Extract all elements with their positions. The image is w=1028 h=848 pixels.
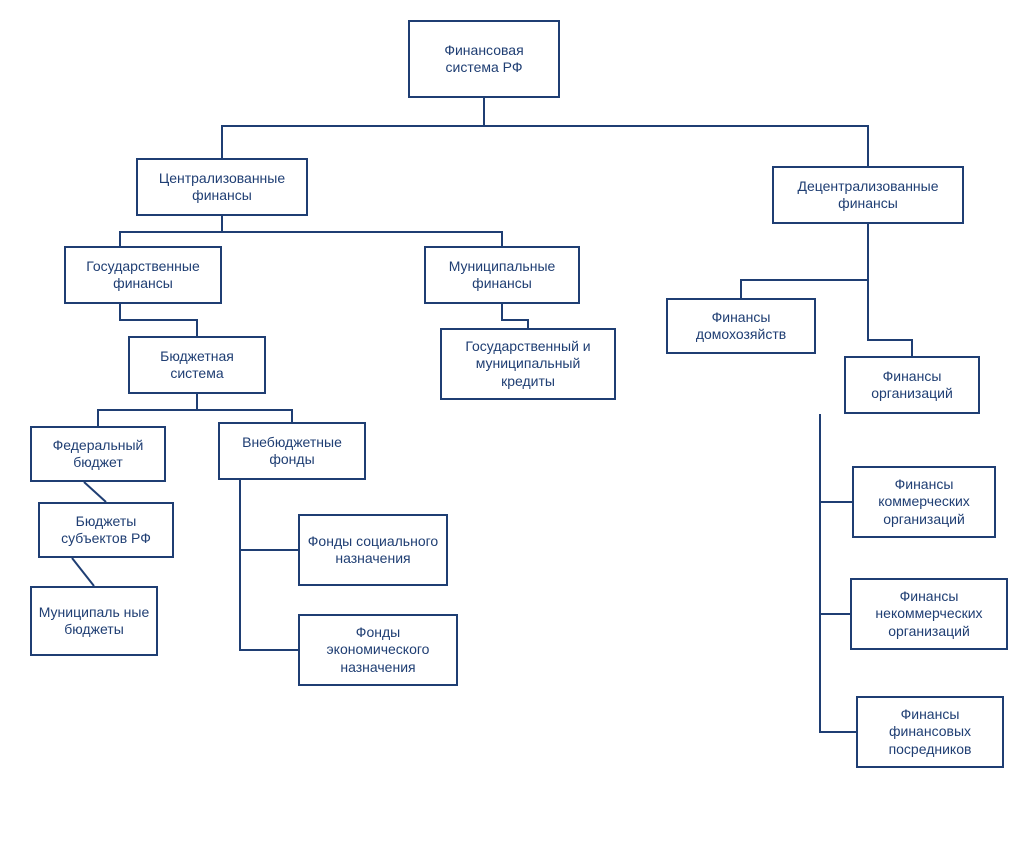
node-noncomm_org: Финансы некоммерческих организаций <box>850 578 1008 650</box>
edge <box>820 414 852 502</box>
edge <box>222 216 502 246</box>
node-fed_budget: Федеральный бюджет <box>30 426 166 482</box>
edge <box>820 414 856 732</box>
node-social_funds: Фонды социального назначения <box>298 514 448 586</box>
node-econ_funds: Фонды экономического назначения <box>298 614 458 686</box>
node-household_fin: Финансы домохозяйств <box>666 298 816 354</box>
diagram-canvas: Финансовая система РФ Централизованные фи… <box>0 0 1028 848</box>
edge <box>120 216 222 246</box>
edge <box>240 480 298 550</box>
node-central: Централизованные финансы <box>136 158 308 216</box>
edge <box>197 394 292 422</box>
edge <box>820 414 850 614</box>
node-muni_fin: Муниципальные финансы <box>424 246 580 304</box>
edge <box>484 98 868 166</box>
edge <box>72 558 94 586</box>
node-org_fin: Финансы организаций <box>844 356 980 414</box>
node-extra_funds: Внебюджетные фонды <box>218 422 366 480</box>
node-subj_budget: Бюджеты субъектов РФ <box>38 502 174 558</box>
node-gov_fin: Государственные финансы <box>64 246 222 304</box>
edge <box>240 480 298 650</box>
node-muni_budget: Муниципаль ные бюджеты <box>30 586 158 656</box>
node-budget_sys: Бюджетная система <box>128 336 266 394</box>
node-gov_muni_credit: Государственный и муниципальный кредиты <box>440 328 616 400</box>
node-root: Финансовая система РФ <box>408 20 560 98</box>
edge <box>120 304 197 336</box>
node-fin_inter: Финансы финансовых посредников <box>856 696 1004 768</box>
edge <box>98 394 197 426</box>
node-comm_org: Финансы коммерческих организаций <box>852 466 996 538</box>
edge <box>868 224 912 356</box>
edge <box>502 304 528 328</box>
node-decentral: Децентрализованные финансы <box>772 166 964 224</box>
edge <box>741 224 868 298</box>
edge <box>84 482 106 502</box>
edge <box>222 98 484 158</box>
